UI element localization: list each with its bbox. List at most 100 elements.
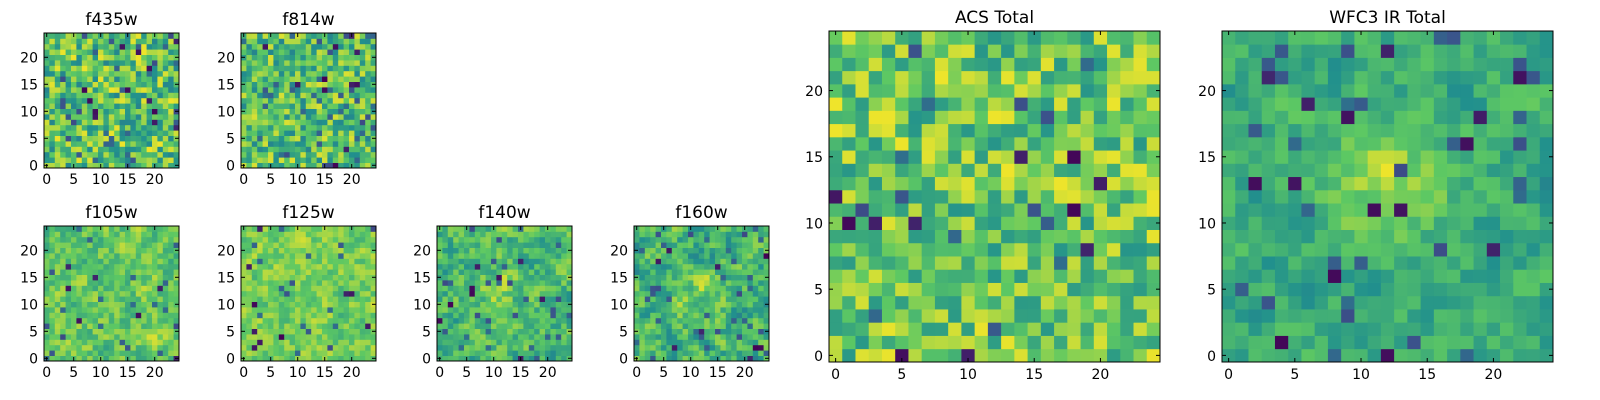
heatmap-cell xyxy=(65,307,72,313)
heatmap-cell xyxy=(284,119,290,126)
heatmap-cell xyxy=(709,296,716,302)
heatmap-cell xyxy=(474,290,481,297)
heatmap-cell xyxy=(98,253,104,259)
heatmap-cell xyxy=(343,253,350,259)
heatmap-cell xyxy=(1054,70,1068,85)
heatmap-cell xyxy=(534,242,540,248)
heatmap-cell xyxy=(1341,216,1355,230)
heatmap-cell xyxy=(173,157,180,163)
heatmap-cell xyxy=(278,33,285,39)
heatmap-cell xyxy=(87,33,93,39)
heatmap-cell xyxy=(501,301,508,308)
heatmap-cell xyxy=(146,43,153,50)
heatmap-cell xyxy=(661,290,667,297)
heatmap-cell xyxy=(130,70,137,77)
heatmap-cell xyxy=(1526,216,1541,230)
heatmap-cell xyxy=(763,307,770,313)
heatmap-cell xyxy=(125,151,131,158)
heatmap-cell xyxy=(157,49,164,55)
heatmap-cell xyxy=(566,323,573,329)
heatmap-cell xyxy=(168,141,174,147)
heatmap-cell xyxy=(114,87,120,93)
heatmap-cell xyxy=(246,103,253,109)
heatmap-cell xyxy=(76,43,83,50)
heatmap-cell xyxy=(1380,348,1395,363)
heatmap-cell xyxy=(49,103,56,109)
heatmap-cell xyxy=(278,135,285,142)
heatmap-cell xyxy=(87,274,93,281)
heatmap-cell xyxy=(1080,309,1095,323)
heatmap-cell xyxy=(54,60,61,66)
heatmap-cell xyxy=(354,49,361,55)
heatmap-cell xyxy=(370,157,377,163)
heatmap-cell xyxy=(114,49,120,55)
heatmap-cell xyxy=(1146,229,1161,244)
heatmap-cell xyxy=(458,280,465,286)
heatmap-cell xyxy=(60,130,66,136)
heatmap-cell xyxy=(682,317,689,324)
heatmap-cell xyxy=(251,103,258,109)
heatmap-cell xyxy=(1500,322,1514,336)
heatmap-cell xyxy=(241,87,247,93)
y-tick-label: 15 xyxy=(217,77,235,93)
heatmap-cell xyxy=(359,339,366,346)
heatmap-cell xyxy=(152,114,158,120)
heatmap-cell xyxy=(747,258,754,265)
heatmap-cell xyxy=(354,124,361,131)
heatmap-cell xyxy=(437,339,443,346)
heatmap-cell xyxy=(895,57,909,72)
heatmap-cell xyxy=(458,355,465,362)
heatmap-cell xyxy=(1120,44,1134,58)
heatmap-cell xyxy=(354,280,361,286)
heatmap-cell xyxy=(295,65,301,72)
heatmap-cell xyxy=(961,97,976,111)
heatmap-cell xyxy=(268,312,274,319)
heatmap-cell xyxy=(1040,31,1055,45)
heatmap-cell xyxy=(655,269,662,275)
heatmap-cell xyxy=(742,280,748,286)
heatmap-cell xyxy=(157,263,164,270)
heatmap-cell xyxy=(650,355,656,362)
y-tick-label: 0 xyxy=(422,351,431,367)
heatmap-cell xyxy=(1460,269,1474,283)
heatmap-cell xyxy=(908,322,923,336)
heatmap-cell xyxy=(480,301,486,308)
heatmap-cell xyxy=(442,307,449,313)
heatmap-cell xyxy=(92,263,99,270)
heatmap-cell xyxy=(338,124,344,131)
heatmap-cell xyxy=(295,307,301,313)
heatmap-cell xyxy=(1354,203,1369,217)
heatmap-cell xyxy=(534,247,540,254)
heatmap-cell xyxy=(343,242,350,248)
heatmap-cell xyxy=(338,38,344,45)
heatmap-cell xyxy=(125,157,131,163)
heatmap-cell xyxy=(948,242,962,257)
heatmap-cell xyxy=(98,87,104,93)
heatmap-cell xyxy=(458,269,465,275)
heatmap-cell xyxy=(491,247,497,254)
heatmap-cell xyxy=(855,31,870,45)
heatmap-cell xyxy=(474,263,481,270)
heatmap-cell xyxy=(1235,348,1249,363)
heatmap-cell xyxy=(1473,269,1488,283)
heatmap-cell xyxy=(168,108,174,115)
heatmap-cell xyxy=(71,323,77,329)
heatmap-cell xyxy=(300,263,307,270)
heatmap-cell xyxy=(1433,322,1448,336)
heatmap-cell xyxy=(152,92,158,99)
heatmap-cell xyxy=(354,43,361,50)
heatmap-cell xyxy=(987,309,1002,323)
heatmap-cell xyxy=(332,334,339,340)
heatmap-cell xyxy=(130,301,137,308)
heatmap-cell xyxy=(114,231,120,238)
heatmap-cell xyxy=(921,150,936,164)
heatmap-cell xyxy=(327,242,334,248)
heatmap-cell xyxy=(257,114,263,120)
heatmap-cell xyxy=(135,328,142,335)
heatmap-cell xyxy=(295,70,301,77)
heatmap-cell xyxy=(173,317,180,324)
heatmap-cell xyxy=(868,176,883,191)
heatmap-cell xyxy=(92,81,99,88)
